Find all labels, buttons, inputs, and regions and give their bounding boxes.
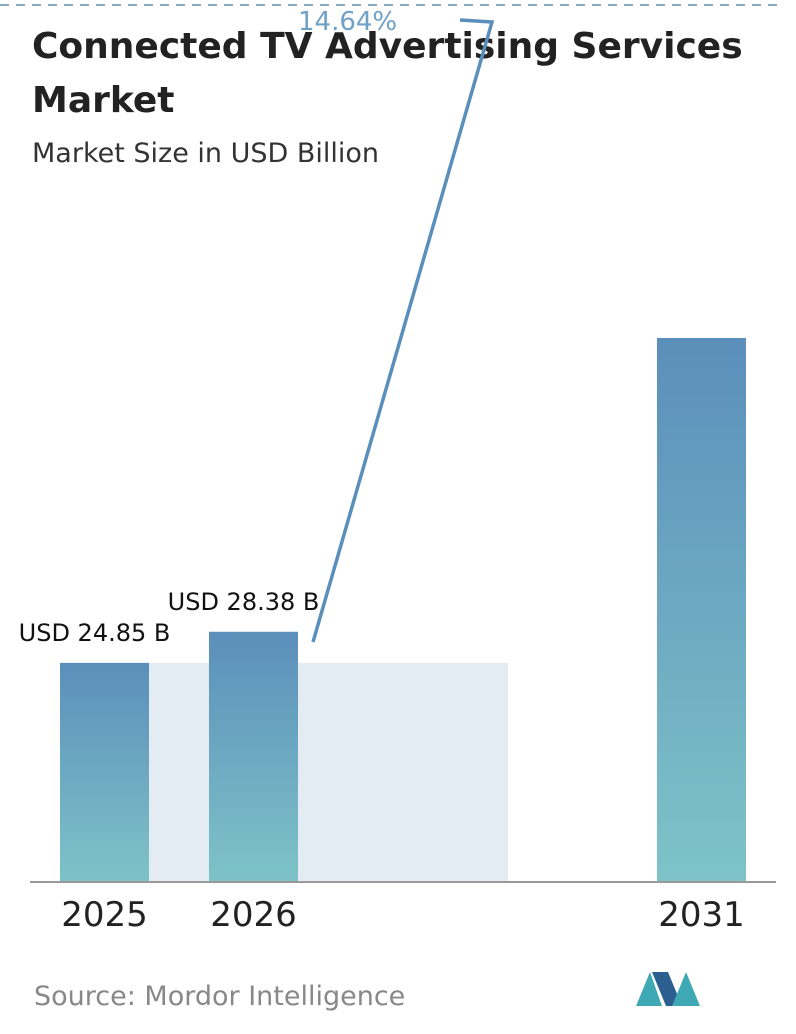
plot <box>60 338 746 882</box>
cagr-label: 14.64% <box>298 7 397 37</box>
chart-title: Connected TV Advertising Services <box>32 26 743 67</box>
source: Source: Mordor Intelligence <box>34 981 405 1012</box>
bar <box>60 662 149 882</box>
bar <box>657 338 746 882</box>
bar <box>209 631 298 882</box>
value-label: USD 24.85 B <box>19 619 171 647</box>
x-tick-label: 2031 <box>658 895 745 935</box>
chart-subtitle: Market Size in USD Billion <box>32 138 379 169</box>
cagr-arrow <box>311 18 495 643</box>
chart-title: Market <box>32 80 174 121</box>
x-tick-label: 2025 <box>61 895 148 935</box>
value-label: USD 28.38 B <box>168 588 320 616</box>
logo <box>636 972 700 1006</box>
x-tick-label: 2026 <box>210 895 297 935</box>
